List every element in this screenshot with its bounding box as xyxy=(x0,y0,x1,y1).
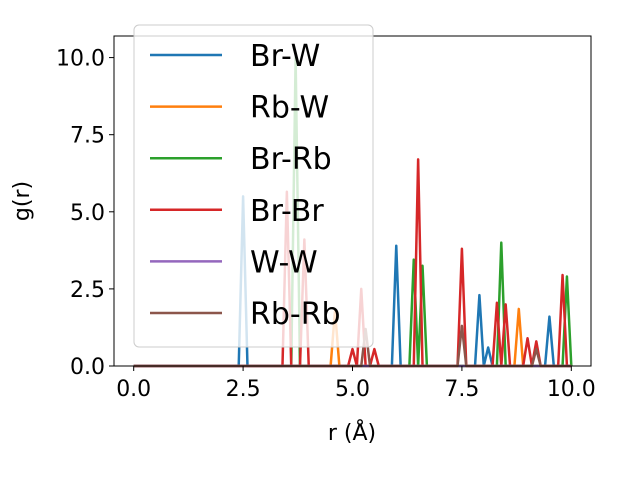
legend-label-br-rb: Br-Rb xyxy=(250,142,332,177)
x-axis-label: r (Å) xyxy=(328,419,376,446)
legend-label-br-br: Br-Br xyxy=(250,194,324,229)
y-axis-label: g(r) xyxy=(10,181,35,221)
x-axis-ticks: 0.0 2.5 5.0 7.5 10.0 xyxy=(116,366,596,402)
y-tick-label: 7.5 xyxy=(70,124,105,149)
x-tick-label: 2.5 xyxy=(226,377,261,402)
legend: Br-W Rb-W Br-Rb Br-Br W-W Rb-Rb xyxy=(133,24,374,348)
legend-label-rb-rb: Rb-Rb xyxy=(250,297,341,332)
legend-label-br-w: Br-W xyxy=(250,39,320,74)
x-tick-label: 5.0 xyxy=(335,377,370,402)
y-axis-ticks: 0.0 2.5 5.0 7.5 10.0 xyxy=(56,47,114,380)
x-tick-label: 7.5 xyxy=(444,377,479,402)
y-tick-label: 10.0 xyxy=(56,47,105,72)
x-tick-label: 0.0 xyxy=(116,377,151,402)
x-tick-label: 10.0 xyxy=(547,377,596,402)
y-tick-label: 2.5 xyxy=(70,278,105,303)
y-tick-label: 0.0 xyxy=(70,355,105,380)
legend-label-w-w: W-W xyxy=(250,245,318,280)
y-tick-label: 5.0 xyxy=(70,201,105,226)
legend-label-rb-w: Rb-W xyxy=(250,91,329,126)
